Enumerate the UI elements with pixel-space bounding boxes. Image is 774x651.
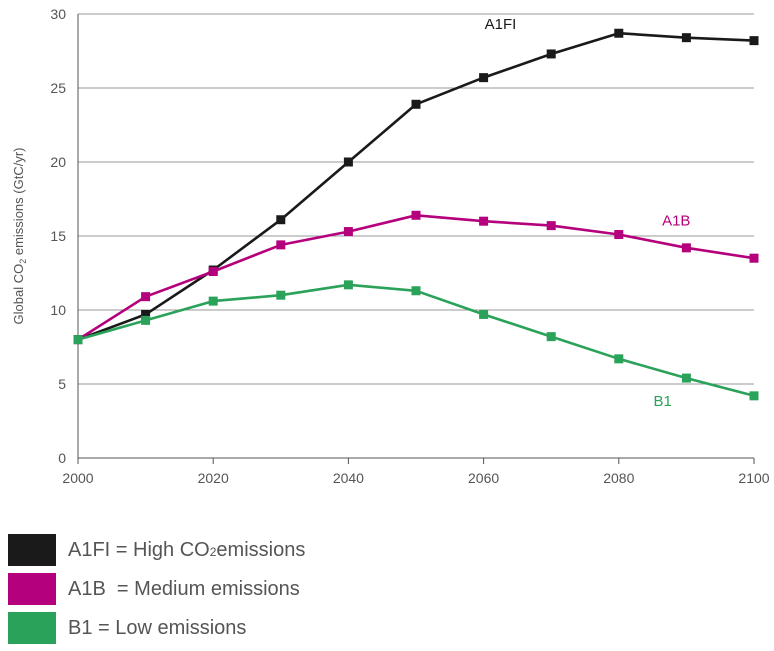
legend-label-a1fi: A1FI = High CO 2 emissions (68, 539, 305, 562)
data-point-a1b (614, 230, 624, 240)
data-point-a1fi (614, 28, 624, 38)
data-point-b1 (614, 354, 624, 364)
data-point-a1fi (749, 36, 759, 46)
x-tick-label: 2000 (62, 470, 93, 486)
y-tick-label: 15 (50, 228, 66, 244)
y-tick-label: 5 (58, 376, 66, 392)
data-point-a1b (479, 216, 489, 226)
data-point-a1b (749, 253, 759, 263)
legend-text-subscript: 2 (209, 544, 217, 559)
series-label-a1b: A1B (662, 213, 690, 230)
series-line-a1b (77, 214, 755, 341)
data-point-a1fi (546, 49, 556, 59)
legend-text-part: emissions (216, 538, 306, 561)
data-point-a1fi (411, 99, 421, 109)
x-tick-label: 2020 (198, 470, 229, 486)
data-point-a1b (141, 292, 151, 302)
data-point-b1 (749, 391, 759, 401)
legend-text-part: A1FI = High CO (68, 538, 210, 561)
axes: 0 5 10 15 20 25 30 2000 2020 2040 2060 2080 2100 (50, 6, 769, 486)
data-point-a1fi (141, 309, 151, 319)
series-label-b1: B1 (654, 393, 672, 410)
series-label-a1fi: A1FI (485, 16, 517, 33)
data-point-a1b (681, 243, 691, 253)
y-tick-label: 20 (50, 154, 66, 170)
data-point-b1 (546, 332, 556, 342)
x-tick-label: 2040 (333, 470, 364, 486)
legend-swatch-a1b (8, 573, 56, 605)
legend-item-a1b: A1B = Medium emissions (8, 573, 305, 605)
data-point-b1 (343, 280, 353, 290)
data-point-a1b (411, 210, 421, 220)
legend-item-b1: B1 = Low emissions (8, 612, 305, 644)
data-point-b1 (681, 373, 691, 383)
series-labels: A1FI A1B B1 (485, 16, 691, 410)
y-axis-title-part: emissions (GtC/yr) (11, 148, 26, 259)
data-point-a1fi (343, 157, 353, 167)
data-point-a1b (546, 221, 556, 231)
data-point-b1 (141, 315, 151, 325)
y-axis-title-subscript: 2 (18, 259, 28, 264)
legend: A1FI = High CO 2 emissions A1B = Medium e… (8, 534, 305, 651)
y-axis-title-part: Global CO (11, 264, 26, 325)
y-tick-label: 25 (50, 80, 66, 96)
line-chart: 0 5 10 15 20 25 30 2000 2020 2040 2060 2080 2100 A1F… (11, 6, 770, 486)
legend-text-part: A1B = Medium emissions (68, 577, 300, 600)
legend-swatch-a1fi (8, 534, 56, 566)
data-point-a1b (208, 267, 218, 277)
legend-item-a1fi: A1FI = High CO 2 emissions (8, 534, 305, 566)
x-tick-label: 2060 (468, 470, 499, 486)
y-axis-title: Global CO2 emissions (GtC/yr) (11, 148, 28, 325)
data-point-a1fi (479, 73, 489, 83)
series-layer (73, 28, 759, 401)
data-point-a1b (276, 240, 286, 250)
data-point-b1 (208, 296, 218, 306)
grid-lines (78, 13, 754, 459)
data-point-a1fi (681, 33, 691, 43)
data-point-a1fi (276, 215, 286, 225)
data-point-b1 (479, 309, 489, 319)
legend-label-a1b: A1B = Medium emissions (68, 578, 300, 601)
series-line-b1 (77, 283, 755, 398)
y-tick-label: 30 (50, 6, 66, 22)
data-point-b1 (276, 290, 286, 300)
data-point-a1b (343, 227, 353, 237)
legend-swatch-b1 (8, 612, 56, 644)
x-tick-label: 2080 (603, 470, 634, 486)
legend-label-b1: B1 = Low emissions (68, 617, 246, 640)
x-tick-label: 2100 (738, 470, 769, 486)
data-point-b1 (73, 335, 83, 345)
y-tick-label: 10 (50, 302, 66, 318)
legend-text-part: B1 = Low emissions (68, 616, 247, 639)
y-tick-label: 0 (58, 450, 66, 466)
data-point-b1 (411, 286, 421, 296)
